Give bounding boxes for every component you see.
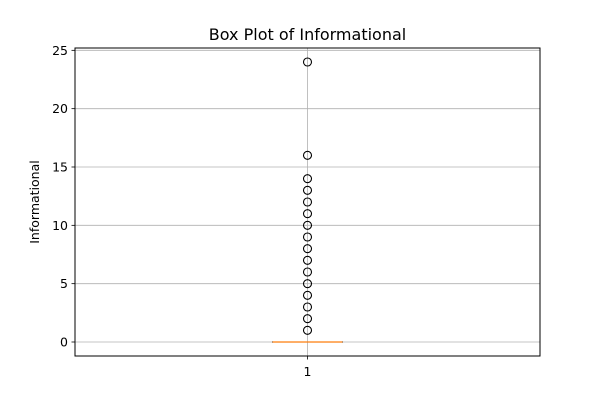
y-tick-label: 15 [52,160,68,175]
outlier-point [302,314,313,324]
outlier-point [302,255,313,265]
outlier-point [302,209,313,219]
y-tick-label: 5 [60,276,68,291]
y-tick-label: 25 [52,43,68,58]
x-tick-label: 1 [304,364,312,379]
outlier-point [302,57,313,67]
y-tick-label: 10 [52,218,68,233]
y-tick-label: 0 [60,335,68,350]
outlier-point [302,290,313,300]
outlier-point [302,279,313,289]
outlier-point [302,302,313,312]
outlier-point [302,244,313,254]
outlier-point [302,150,313,160]
gridlines [75,48,540,356]
outlier-point [302,325,313,335]
chart-title: Box Plot of Informational [209,25,406,44]
outlier-point [302,185,313,195]
outlier-point [302,220,313,230]
y-axis-label: Informational [27,160,42,244]
outlier-point [302,174,313,184]
axes: 0 5 10 15 20 25 1 [52,43,311,379]
y-tick-label: 20 [52,101,68,116]
outlier-point [302,197,313,207]
plot-data [272,57,343,343]
outlier-point [302,267,313,277]
outlier-point [302,232,313,242]
